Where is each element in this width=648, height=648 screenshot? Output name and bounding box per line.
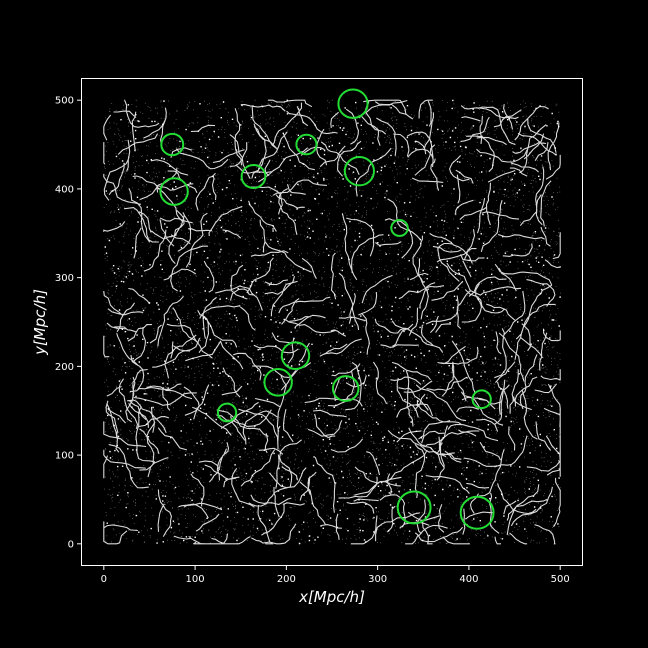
y-axis-ticks: 0 100 200 300 400 500: [55, 96, 81, 550]
halo-circle: [263, 368, 293, 397]
halo-circle: [331, 375, 360, 402]
halo-circle: [216, 402, 238, 423]
x-axis-ticks: 0 100 200 300 400 500: [101, 566, 570, 585]
y-tick-label: 500: [55, 96, 74, 107]
x-tick-label: 300: [368, 574, 387, 585]
x-tick-label: 500: [551, 574, 570, 585]
halo-circle: [343, 155, 375, 187]
halo-circles: [159, 88, 495, 530]
halo-circle: [295, 133, 318, 156]
halo-circle: [159, 177, 189, 206]
y-tick-label: 400: [55, 184, 74, 195]
cosmic-web-particles: [103, 99, 561, 545]
x-tick-label: 200: [277, 574, 296, 585]
halo-circle: [240, 163, 267, 190]
halo-circle: [390, 218, 409, 237]
y-tick-label: 200: [55, 362, 74, 373]
plot-frame: [81, 78, 583, 566]
halo-circle: [459, 495, 495, 530]
particle-knots: [104, 99, 561, 545]
y-axis-label: y[Mpc/h]: [31, 289, 49, 356]
x-tick-label: 0: [101, 574, 107, 585]
halo-circle: [471, 389, 492, 410]
halo-circle: [280, 341, 311, 371]
halo-circle: [160, 132, 185, 157]
y-tick-label: 100: [55, 451, 74, 462]
x-tick-label: 400: [459, 574, 478, 585]
halo-circle: [337, 88, 369, 119]
y-tick-label: 0: [68, 539, 74, 550]
halo-circle: [396, 490, 432, 525]
x-tick-label: 100: [186, 574, 205, 585]
x-axis-label: x[Mpc/h]: [298, 588, 365, 606]
filament-network: [103, 99, 561, 545]
y-tick-label: 300: [55, 273, 74, 284]
